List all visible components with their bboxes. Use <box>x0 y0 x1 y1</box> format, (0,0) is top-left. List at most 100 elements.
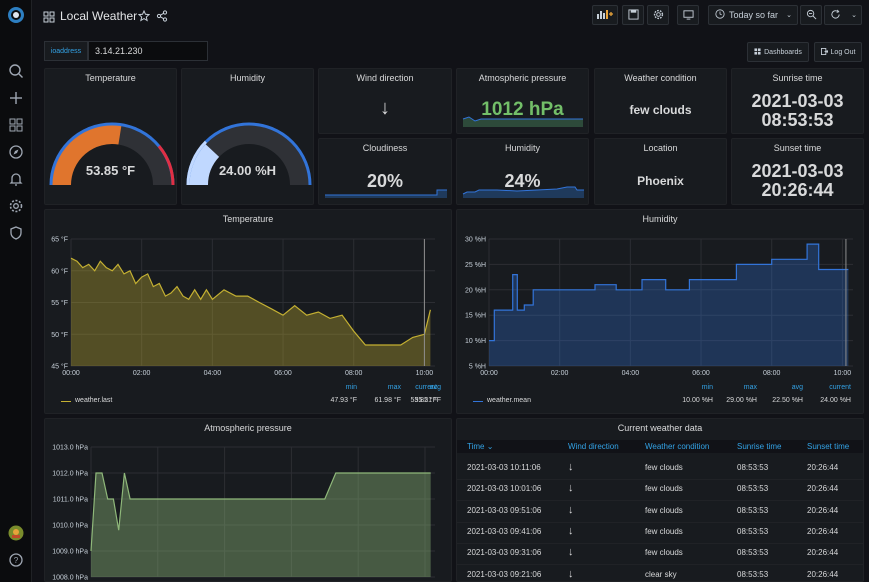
grafana-logo-icon[interactable] <box>7 6 25 24</box>
table-cell: 08:53:53 <box>737 505 769 515</box>
legend-avg-value: 55.21 °F <box>414 397 441 404</box>
sunset-panel[interactable]: Sunset time 2021-03-03 20:26:44 <box>731 138 864 205</box>
refresh-button[interactable]: ⌄ <box>824 5 862 25</box>
legend-current-header[interactable]: current <box>415 384 437 391</box>
y-tick-label: 1011.0 hPa <box>53 497 88 504</box>
help-icon[interactable]: ? <box>8 552 24 568</box>
x-tick-label: 10:00 <box>834 370 852 377</box>
star-icon[interactable] <box>137 9 151 22</box>
table-cell: 20:26:44 <box>807 463 839 472</box>
temperature-graph-panel[interactable]: Temperature 45 °F 50 °F 55 °F 60 °F 65 °F 00:… <box>44 209 452 414</box>
x-tick-label: 00:00 <box>480 370 498 377</box>
column-header-time[interactable]: Time ⌄ <box>467 442 494 451</box>
legend-max-header[interactable]: max <box>743 384 757 391</box>
location-panel[interactable]: Location Phoenix <box>594 138 727 205</box>
pressure-stat-panel[interactable]: Atmospheric pressure 1012 hPa <box>456 68 589 134</box>
temperature-gauge-panel[interactable]: Temperature 53.85 °F <box>44 68 177 205</box>
add-panel-icon <box>596 8 614 22</box>
legend-series-label[interactable]: weather.last <box>75 397 113 404</box>
save-button[interactable] <box>622 5 644 25</box>
ioaddress-input[interactable]: 3.14.21.230 <box>88 41 208 61</box>
share-icon[interactable] <box>156 9 168 22</box>
humidity-chart[interactable]: 5 %H 10 %H 15 %H 20 %H 25 %H 30 %H 00:00 02:00 0… <box>457 228 864 388</box>
table-cell: 20:26:44 <box>807 484 839 494</box>
legend-max-header[interactable]: max <box>387 384 401 391</box>
pressure-graph-panel[interactable]: Atmospheric pressure 1008.0 hPa 1009.0 hP… <box>44 418 452 582</box>
legend-min-header[interactable]: min <box>701 384 713 391</box>
weather-table-panel[interactable]: Current weather data Time ⌄ Wind directi… <box>456 418 864 582</box>
table-row[interactable]: 2021-03-03 09:41:06 ↓ few clouds 08:53:53 20… <box>457 523 863 544</box>
pressure-chart[interactable]: 1008.0 hPa 1009.0 hPa 1010.0 hPa 1011.0 hPa… <box>45 437 452 582</box>
pressure-sparkline <box>462 116 583 127</box>
table-cell: 08:53:53 <box>737 548 769 558</box>
logout-link[interactable]: Log Out <box>814 42 862 62</box>
column-header-condition[interactable]: Weather condition <box>645 442 710 451</box>
plus-icon[interactable] <box>8 90 24 106</box>
humidity-gauge <box>186 122 312 186</box>
table-row[interactable]: 2021-03-03 09:51:06 ↓ few clouds 08:53:53 20… <box>457 502 863 523</box>
x-tick-label: 06:00 <box>274 370 292 377</box>
chevron-down-icon: ⌄ <box>786 12 792 19</box>
column-header-wind[interactable]: Wind direction <box>568 442 619 451</box>
temperature-value: 53.85 °F <box>85 163 136 178</box>
temperature-chart[interactable]: 45 °F 50 °F 55 °F 60 °F 65 °F 00:00 02:00 04:00… <box>45 228 452 388</box>
table-cell: ↓ <box>568 567 574 580</box>
series-area <box>91 473 431 577</box>
row-divider <box>457 521 863 523</box>
dashboards-link-label: Dashboards <box>764 48 802 56</box>
wind-direction-panel[interactable]: Wind direction ↓ <box>318 68 452 134</box>
legend-avg-header[interactable]: avg <box>791 384 803 391</box>
legend-avg-header[interactable]: avg <box>429 384 441 391</box>
cloudiness-sparkline <box>325 189 447 198</box>
dashboard-title[interactable]: Local Weather <box>60 9 138 23</box>
y-tick-label: 1010.0 hPa <box>52 523 88 530</box>
settings-icon[interactable] <box>8 198 24 214</box>
shield-icon[interactable] <box>8 225 24 241</box>
legend-current-value: 53.85 °F <box>410 397 437 404</box>
legend-current-header[interactable]: current <box>829 384 851 391</box>
cloudiness-panel[interactable]: Cloudiness 20% <box>318 138 452 205</box>
panel-title: Atmospheric pressure <box>478 73 567 83</box>
x-tick-label: 08:00 <box>345 370 363 377</box>
search-icon[interactable] <box>8 63 24 79</box>
dashboards-icon[interactable] <box>8 117 24 133</box>
legend-min-value: 47.93 °F <box>330 397 357 404</box>
zoom-out-button[interactable] <box>800 5 822 25</box>
x-tick-label: 02:00 <box>133 370 151 377</box>
y-tick-label: 25 %H <box>465 262 486 269</box>
explore-icon[interactable] <box>8 144 24 160</box>
column-header-sunrise[interactable]: Sunrise time <box>737 442 782 451</box>
table-row[interactable]: 2021-03-03 10:11:06 ↓ few clouds 08:53:53 20… <box>457 459 863 480</box>
legend-series-label[interactable]: weather.mean <box>487 397 531 404</box>
alerting-icon[interactable] <box>8 171 24 187</box>
dashboards-link[interactable]: Dashboards <box>747 42 809 62</box>
logout-label: Log Out <box>830 48 856 56</box>
table-cell: few clouds <box>645 548 683 558</box>
sunrise-panel[interactable]: Sunrise time 2021-03-03 08:53:53 <box>731 68 864 134</box>
table-row[interactable]: 2021-03-03 09:21:06 ↓ clear sky 08:53:53 20:… <box>457 566 863 582</box>
avatar[interactable] <box>8 525 24 541</box>
settings-button[interactable] <box>647 5 669 25</box>
legend-max-value: 61.98 °F <box>374 397 401 404</box>
legend-series-swatch <box>473 401 483 402</box>
humidity-stat-value: 24% <box>504 171 541 191</box>
y-tick-label: 1013.0 hPa <box>52 445 88 452</box>
y-tick-label: 20 %H <box>465 287 486 294</box>
weather-condition-panel[interactable]: Weather condition few clouds <box>594 68 727 134</box>
y-tick-label: 50 °F <box>51 331 68 339</box>
humidity-stat-panel[interactable]: Humidity 24% <box>456 138 589 205</box>
humidity-graph-panel[interactable]: Humidity 5 %H 10 %H 15 %H 20 %H 25 %H 30 %H 00… <box>456 209 864 414</box>
series-line <box>489 243 849 342</box>
panel-title: Atmospheric pressure <box>204 423 292 433</box>
time-picker[interactable]: Today so far ⌄ <box>708 5 798 25</box>
humidity-gauge-panel[interactable]: Humidity 24.00 %H <box>181 68 314 205</box>
table-row[interactable]: 2021-03-03 10:01:06 ↓ few clouds 08:53:53 20… <box>457 480 863 502</box>
sunset-date: 2021-03-03 <box>751 161 844 181</box>
column-header-sunset[interactable]: Sunset time <box>807 442 850 451</box>
cycle-view-mode-button[interactable] <box>677 5 699 25</box>
table-cell: ↓ <box>568 461 574 473</box>
legend-min-header[interactable]: min <box>345 384 357 391</box>
table-row[interactable]: 2021-03-03 09:31:06 ↓ few clouds 08:53:53 20… <box>457 544 863 566</box>
clock-icon <box>715 9 725 21</box>
add-panel-button[interactable] <box>592 5 618 25</box>
